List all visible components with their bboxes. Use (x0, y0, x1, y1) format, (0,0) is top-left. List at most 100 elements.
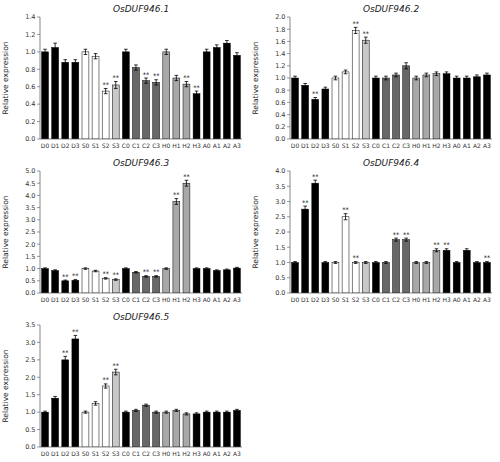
error-bar (293, 262, 297, 264)
x-tick-label: C0 (122, 142, 130, 149)
significance-mark: ** (183, 173, 190, 181)
x-tick-label: C0 (372, 142, 380, 149)
error-bar (43, 411, 47, 413)
bar (433, 250, 440, 293)
x-axis (40, 447, 242, 448)
error-bar (344, 214, 348, 220)
x-tick-label: D1 (51, 450, 60, 457)
bar (163, 269, 170, 293)
significance-mark: ** (433, 241, 440, 249)
y-tick-label: 3.0 (275, 198, 285, 206)
significance-mark: ** (153, 268, 160, 276)
y-tick-label: 2.0 (25, 374, 35, 382)
significance-mark: ** (312, 173, 319, 181)
y-tick (37, 219, 40, 220)
y-tick (37, 256, 40, 257)
y-tick-label: 2.5 (25, 228, 35, 236)
y-tick (287, 247, 290, 248)
y-tick (37, 121, 40, 122)
error-bar (104, 88, 108, 93)
x-tick-label: C2 (392, 296, 400, 303)
y-tick (37, 268, 40, 269)
significance-mark: ** (173, 191, 180, 199)
error-bar (404, 63, 408, 69)
x-tick-label: A1 (463, 296, 471, 303)
bar (393, 75, 400, 139)
bar (72, 280, 79, 293)
error-bar (195, 91, 199, 96)
y-tick (37, 342, 40, 343)
y-tick (287, 29, 290, 30)
x-tick-label: S3 (362, 296, 370, 303)
bar (234, 268, 241, 293)
bar (453, 263, 460, 294)
y-tick-label: 4.0 (275, 167, 285, 175)
x-tick-label: S0 (332, 142, 340, 149)
y-tick (287, 41, 290, 42)
x-tick-label: H0 (162, 296, 171, 303)
y-axis (290, 171, 291, 293)
x-tick-label: A0 (203, 142, 211, 149)
y-tick-label: 1.5 (275, 244, 285, 252)
y-tick (37, 17, 40, 18)
x-tick-label: S3 (112, 142, 120, 149)
x-tick-label: H1 (422, 296, 431, 303)
y-tick-label: 2.0 (25, 241, 35, 249)
bar (173, 78, 180, 139)
bar (332, 263, 339, 294)
x-tick-label: A0 (453, 142, 461, 149)
error-bar (164, 411, 168, 413)
error-bar (124, 268, 128, 269)
bar (352, 263, 359, 294)
bar (403, 240, 410, 293)
error-bar (164, 268, 168, 269)
y-tick-label: 3.5 (25, 321, 35, 329)
bar (352, 30, 359, 139)
bar (163, 52, 170, 139)
bar (62, 360, 69, 447)
y-tick (287, 78, 290, 79)
error-bar (175, 199, 179, 205)
x-tick-label: C3 (152, 296, 160, 303)
x-tick-label: A1 (213, 450, 221, 457)
x-tick-label: H1 (172, 142, 181, 149)
error-bar (195, 413, 199, 415)
error-bar (215, 411, 219, 413)
bar (372, 263, 379, 294)
significance-mark: ** (102, 81, 109, 89)
significance-mark: ** (113, 271, 120, 279)
significance-mark: ** (193, 84, 200, 92)
x-tick-label: C0 (122, 450, 130, 457)
bar (72, 62, 79, 139)
y-axis-label: Relative expression (1, 349, 10, 422)
x-tick-label: S2 (352, 142, 360, 149)
x-tick-label: H3 (192, 296, 201, 303)
error-bar (303, 206, 307, 212)
bar (62, 281, 69, 293)
error-bar (205, 49, 209, 54)
y-tick (287, 102, 290, 103)
x-tick-label: D3 (71, 296, 80, 303)
y-tick-label: 3.5 (25, 204, 35, 212)
error-bar (303, 83, 307, 87)
bar (213, 48, 220, 140)
bar (133, 68, 140, 139)
y-tick-label: 5.0 (25, 167, 35, 175)
y-tick (287, 90, 290, 91)
y-tick (37, 359, 40, 360)
panel: OsDUF946.1Relative expression0.00.20.40.… (1, 4, 242, 149)
error-bar (94, 270, 98, 271)
error-bar (374, 76, 378, 80)
x-tick-label: A1 (213, 296, 221, 303)
y-tick-label: 0.4 (25, 100, 35, 108)
y-tick (287, 201, 290, 202)
bar (342, 72, 349, 139)
x-tick-label: D3 (71, 142, 80, 149)
bar (102, 386, 109, 447)
bar (362, 263, 369, 294)
y-tick-label: 0.0 (25, 289, 35, 297)
y-tick-label: 0.0 (275, 135, 285, 143)
x-tick-label: S3 (112, 296, 120, 303)
bar (342, 217, 349, 293)
bar (302, 209, 309, 293)
